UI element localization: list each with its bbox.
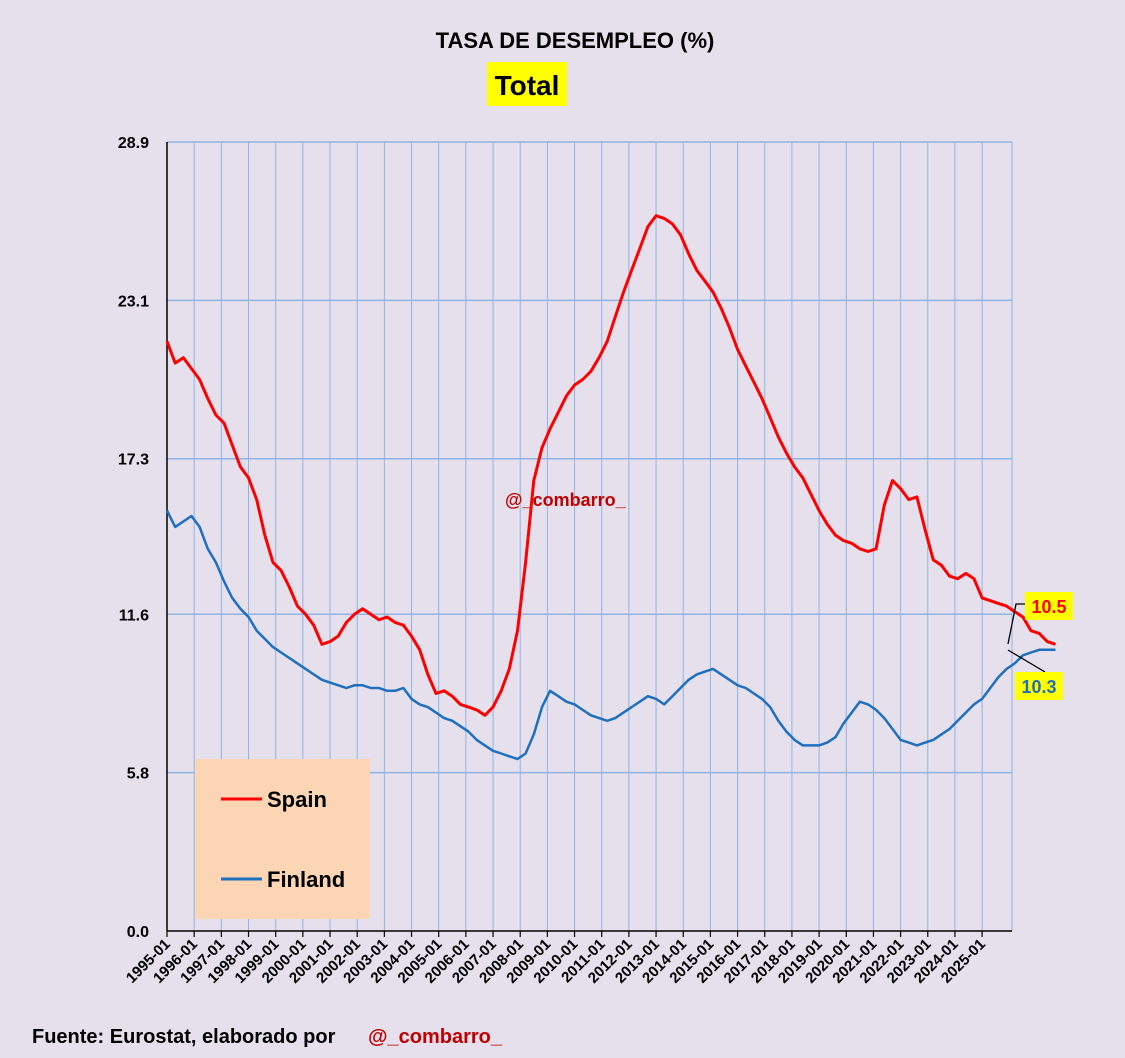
x-axis-ticks: 1995-011996-011997-011998-011999-012000-… (123, 931, 989, 987)
end-label-spain: 10.5 (1007, 592, 1073, 645)
chart-subtitle: Total (495, 70, 560, 101)
series-line-spain (165, 214, 1056, 717)
end-label-spain-value: 10.5 (1031, 597, 1066, 617)
legend-label-finland: Finland (267, 867, 345, 892)
leader-line-finland (1007, 649, 1046, 673)
end-label-spain-box (1025, 592, 1073, 620)
chart-title: TASA DE DESEMPLEO (%) (436, 28, 715, 53)
legend-label-spain: Spain (267, 787, 327, 812)
y-tick-label: 0.0 (127, 924, 149, 941)
legend-background (195, 759, 370, 919)
legend: Spain Finland (195, 759, 370, 919)
series-line-finland (165, 510, 1056, 761)
subtitle-highlight (487, 62, 567, 106)
watermark: @_combarro_ (505, 490, 627, 510)
y-tick-label: 11.6 (119, 607, 149, 624)
y-tick-label: 17.3 (118, 452, 149, 469)
end-label-finland-value: 10.3 (1021, 677, 1056, 697)
leader-line-spain (1007, 603, 1025, 645)
footer-source: Fuente: Eurostat, elaborado por (32, 1026, 336, 1048)
footer-handle: @_combarro_ (368, 1026, 503, 1048)
end-label-finland: 10.3 (1007, 649, 1063, 700)
y-tick-label: 28.9 (118, 135, 149, 152)
y-tick-label: 23.1 (118, 293, 149, 310)
y-axis-ticks: 0.0 5.8 11.6 17.3 23.1 28.9 (118, 135, 149, 941)
y-tick-label: 5.8 (127, 766, 149, 783)
end-label-finland-box (1015, 672, 1063, 700)
